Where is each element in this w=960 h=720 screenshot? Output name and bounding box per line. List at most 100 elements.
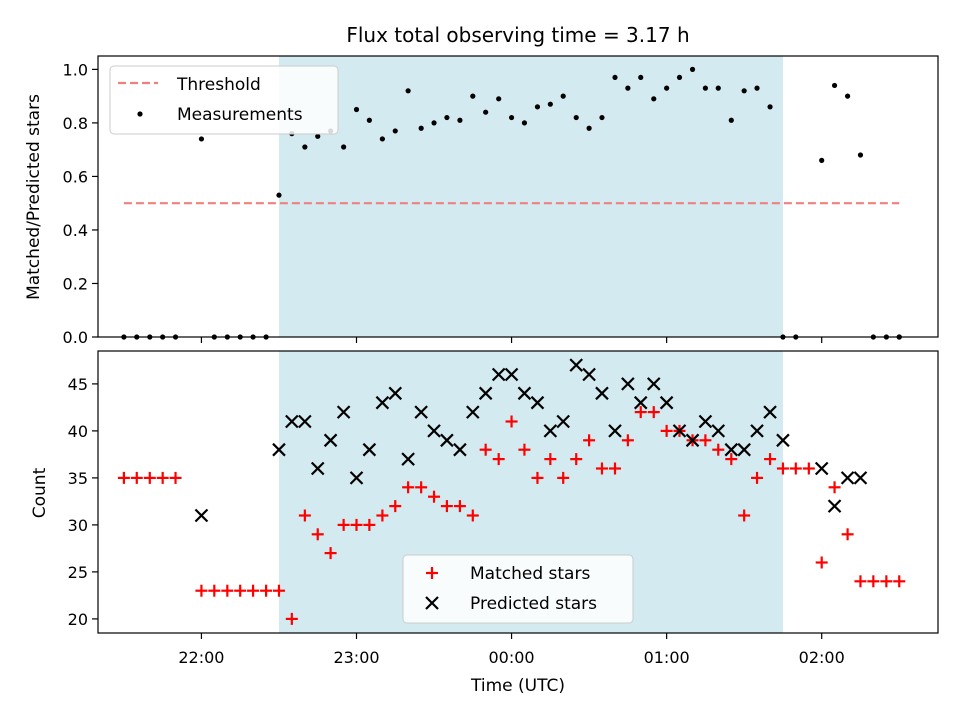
predicted-star-point bbox=[336, 405, 351, 419]
predicted-star-point bbox=[375, 395, 390, 410]
predicted-star-point bbox=[685, 433, 700, 448]
matched-star-point bbox=[841, 528, 854, 541]
measurement-point bbox=[444, 114, 450, 121]
measurement-point bbox=[483, 109, 489, 115]
bottom-legend-box bbox=[402, 554, 634, 624]
predicted-star-point bbox=[285, 414, 299, 429]
matched-star-point bbox=[311, 528, 324, 541]
measurement-point bbox=[728, 117, 734, 123]
predicted-star-point bbox=[323, 433, 338, 448]
matched-star-point bbox=[712, 443, 725, 456]
bottom-y-tick-label: 20 bbox=[68, 610, 88, 629]
top-axes-frame bbox=[97, 55, 939, 338]
matched-star-point bbox=[130, 471, 143, 484]
measurement-point bbox=[702, 85, 708, 91]
predicted-star-point bbox=[491, 367, 506, 382]
predicted-star-point bbox=[608, 424, 622, 438]
matched-star-point bbox=[776, 462, 789, 475]
predicted-star-point bbox=[504, 367, 519, 382]
measurement-point bbox=[418, 125, 424, 131]
measurement-point bbox=[831, 82, 838, 89]
matched-star-point bbox=[518, 443, 531, 456]
matched-star-point bbox=[298, 509, 311, 522]
predicted-star-point bbox=[401, 452, 415, 466]
predicted-star-point bbox=[517, 386, 532, 401]
predicted-star-point bbox=[388, 386, 403, 401]
bottom-y-tick-label: 40 bbox=[68, 422, 88, 441]
bottom-x-tick-label: 02:00 bbox=[799, 648, 845, 667]
matched-star-point bbox=[867, 575, 880, 588]
legend-matched-label: Matched stars bbox=[470, 564, 590, 584]
predicted-star-point bbox=[569, 358, 584, 372]
legend-predicted-label: Predicted stars bbox=[470, 594, 597, 614]
matched-star-point bbox=[195, 584, 208, 597]
measurement-point bbox=[405, 88, 411, 94]
matched-star-point bbox=[621, 434, 634, 447]
chart-title: Flux total observing time = 3.17 h bbox=[346, 23, 689, 47]
bottom-x-ticks: 22:00 23:00 00:00 01:00 02:00 bbox=[178, 633, 845, 667]
measurement-point bbox=[819, 157, 825, 163]
legend-measurements-swatch bbox=[137, 111, 143, 117]
matched-star-point bbox=[376, 509, 389, 522]
predicted-star-point bbox=[776, 433, 790, 448]
predicted-star-point bbox=[853, 471, 868, 485]
top-y-axis-label: Matched/Predicted stars bbox=[24, 94, 44, 300]
measurement-point bbox=[547, 101, 553, 107]
matched-star-point bbox=[143, 471, 156, 484]
measurement-point bbox=[857, 152, 864, 158]
bottom-axes-frame bbox=[97, 350, 939, 634]
predicted-star-point bbox=[194, 508, 209, 523]
measurement-point bbox=[741, 88, 747, 94]
matched-star-point bbox=[221, 584, 234, 597]
top-legend: Threshold Measurements bbox=[109, 65, 339, 135]
matched-star-point bbox=[402, 481, 415, 494]
measurement-point bbox=[844, 93, 851, 99]
measurement-point bbox=[638, 74, 644, 81]
legend-matched-swatch bbox=[426, 567, 438, 579]
measurement-point bbox=[767, 104, 773, 110]
measurement-point bbox=[392, 128, 398, 134]
matched-star-point bbox=[466, 509, 479, 522]
top-y-ticks: 0.0 0.2 0.4 0.6 0.8 1.0 bbox=[63, 60, 98, 347]
predicted-star-point bbox=[737, 442, 751, 457]
measurement-point bbox=[599, 114, 605, 121]
predicted-star-point bbox=[621, 377, 635, 391]
legend-predicted-swatch bbox=[425, 596, 439, 610]
matched-star-point bbox=[608, 462, 621, 475]
predicted-star-point bbox=[827, 499, 842, 513]
matched-star-point bbox=[699, 434, 712, 447]
predicted-star-point bbox=[310, 461, 325, 476]
bottom-x-tick-label: 00:00 bbox=[489, 648, 535, 667]
measurement-point bbox=[664, 85, 670, 91]
predicted-star-point bbox=[530, 395, 545, 410]
matched-star-point bbox=[234, 584, 247, 597]
matched-star-point bbox=[324, 547, 337, 560]
bottom-y-ticks: 20 25 30 35 40 45 bbox=[68, 375, 98, 629]
measurement-point bbox=[521, 120, 528, 126]
matched-star-point bbox=[169, 471, 182, 484]
bottom-y-tick-label: 35 bbox=[68, 469, 88, 488]
measurement-point bbox=[276, 192, 282, 198]
measurement-point bbox=[689, 66, 696, 72]
measurement-point bbox=[715, 85, 721, 91]
top-panel: 0.0 0.2 0.4 0.6 0.8 1.0 Flux total observing … bbox=[24, 23, 939, 347]
matched-star-point bbox=[583, 434, 596, 447]
bottom-y-axis-label: Count bbox=[30, 467, 50, 518]
matched-star-point bbox=[893, 575, 906, 588]
predicted-star-point bbox=[724, 442, 739, 457]
measurement-point bbox=[431, 120, 437, 126]
matched-star-point bbox=[453, 500, 466, 513]
predicted-star-point bbox=[814, 461, 829, 476]
measurement-point bbox=[676, 74, 683, 81]
matched-star-point bbox=[479, 443, 492, 456]
bottom-x-tick-label: 01:00 bbox=[644, 648, 690, 667]
predicted-stars-points bbox=[194, 358, 868, 523]
measurement-point bbox=[651, 96, 657, 102]
matched-star-point bbox=[802, 462, 815, 475]
matched-star-point bbox=[272, 584, 285, 597]
predicted-star-point bbox=[466, 405, 480, 419]
predicted-star-point bbox=[633, 395, 648, 410]
bottom-y-tick-label: 30 bbox=[68, 516, 88, 535]
matched-star-point bbox=[815, 556, 828, 569]
matched-star-point bbox=[789, 462, 802, 475]
